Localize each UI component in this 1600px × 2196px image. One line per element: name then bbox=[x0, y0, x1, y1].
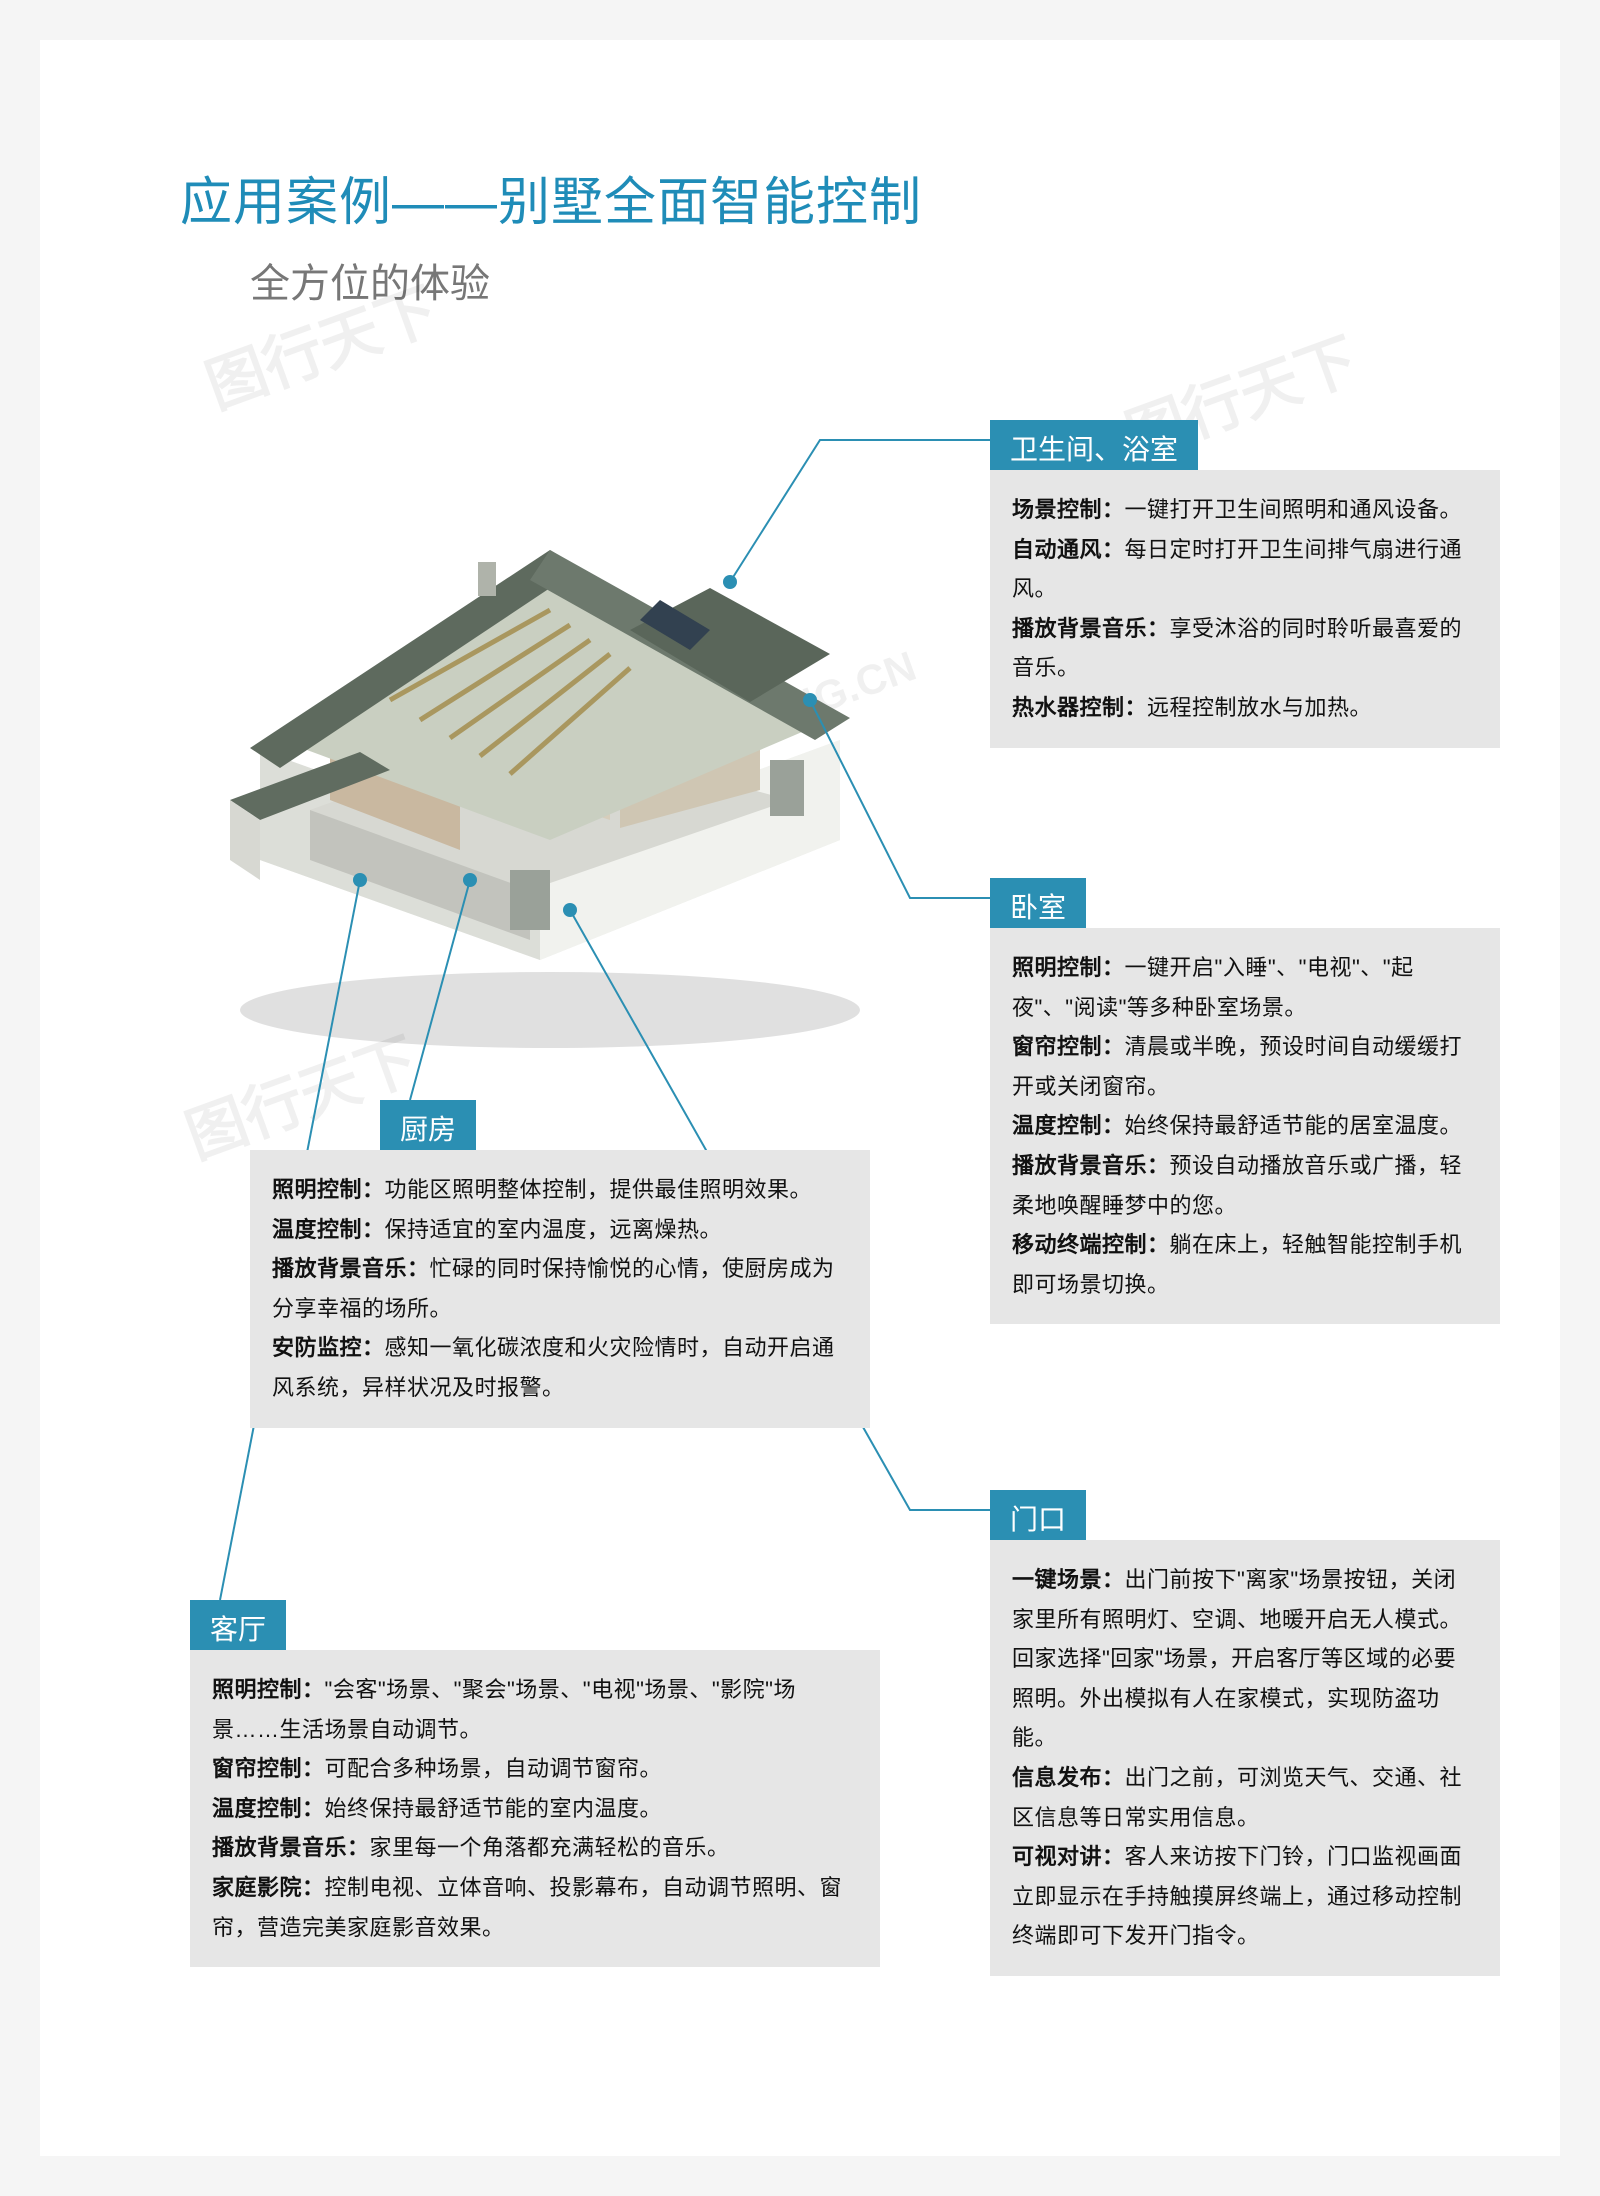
tag-bathroom: 卫生间、浴室 bbox=[990, 420, 1198, 476]
item-label: 一键场景： bbox=[1012, 1567, 1125, 1592]
item-label: 照明控制： bbox=[1012, 955, 1125, 980]
item-label: 温度控制： bbox=[272, 1217, 385, 1242]
page-title: 应用案例——别墅全面智能控制 bbox=[180, 160, 1460, 235]
item-label: 播放背景音乐： bbox=[1012, 616, 1170, 641]
card-bedroom: 照明控制：一键开启"入睡"、"电视"、"起夜"、"阅读"等多种卧室场景。 窗帘控… bbox=[990, 928, 1500, 1324]
item-label: 温度控制： bbox=[212, 1796, 325, 1821]
item-label: 照明控制： bbox=[272, 1177, 385, 1202]
item-label: 窗帘控制： bbox=[1012, 1034, 1125, 1059]
house-illustration bbox=[190, 440, 910, 1060]
item-label: 可视对讲： bbox=[1012, 1844, 1125, 1869]
item-label: 移动终端控制： bbox=[1012, 1232, 1170, 1257]
item-text: 远程控制放水与加热。 bbox=[1147, 695, 1372, 720]
item-label: 播放背景音乐： bbox=[212, 1835, 370, 1860]
item-label: 信息发布： bbox=[1012, 1765, 1125, 1790]
item-text: 一键打开卫生间照明和通风设备。 bbox=[1125, 497, 1463, 522]
item-label: 安防监控： bbox=[272, 1335, 385, 1360]
item-text: 功能区照明整体控制，提供最佳照明效果。 bbox=[385, 1177, 813, 1202]
item-label: 热水器控制： bbox=[1012, 695, 1147, 720]
page: 图行天下 图行天下 TUXING.CN 图行天下 应用案例——别墅全面智能控制 … bbox=[40, 40, 1560, 2156]
item-text: 始终保持最舒适节能的居室温度。 bbox=[1125, 1113, 1463, 1138]
card-kitchen: 照明控制：功能区照明整体控制，提供最佳照明效果。 温度控制：保持适宜的室内温度，… bbox=[250, 1150, 870, 1428]
tag-bedroom: 卧室 bbox=[990, 878, 1086, 934]
item-label: 窗帘控制： bbox=[212, 1756, 325, 1781]
item-label: 播放背景音乐： bbox=[272, 1256, 430, 1281]
item-text: 出门前按下"离家"场景按钮，关闭家里所有照明灯、空调、地暖开启无人模式。回家选择… bbox=[1012, 1567, 1462, 1750]
item-label: 播放背景音乐： bbox=[1012, 1153, 1170, 1178]
tag-kitchen: 厨房 bbox=[380, 1100, 476, 1156]
card-bathroom: 场景控制：一键打开卫生间照明和通风设备。 自动通风：每日定时打开卫生间排气扇进行… bbox=[990, 470, 1500, 748]
item-label: 照明控制： bbox=[212, 1677, 325, 1702]
item-label: 自动通风： bbox=[1012, 537, 1125, 562]
card-entrance: 一键场景：出门前按下"离家"场景按钮，关闭家里所有照明灯、空调、地暖开启无人模式… bbox=[990, 1540, 1500, 1976]
item-text: 始终保持最舒适节能的室内温度。 bbox=[325, 1796, 663, 1821]
item-text: 家里每一个角落都充满轻松的音乐。 bbox=[370, 1835, 730, 1860]
card-livingroom: 照明控制："会客"场景、"聚会"场景、"电视"场景、"影院"场景……生活场景自动… bbox=[190, 1650, 880, 1967]
item-label: 家庭影院： bbox=[212, 1875, 325, 1900]
page-subtitle: 全方位的体验 bbox=[250, 251, 1460, 309]
item-text: 可配合多种场景，自动调节窗帘。 bbox=[325, 1756, 663, 1781]
item-text: 保持适宜的室内温度，远离燥热。 bbox=[385, 1217, 723, 1242]
item-label: 场景控制： bbox=[1012, 497, 1125, 522]
item-label: 温度控制： bbox=[1012, 1113, 1125, 1138]
tag-entrance: 门口 bbox=[990, 1490, 1086, 1546]
tag-livingroom: 客厅 bbox=[190, 1600, 286, 1656]
